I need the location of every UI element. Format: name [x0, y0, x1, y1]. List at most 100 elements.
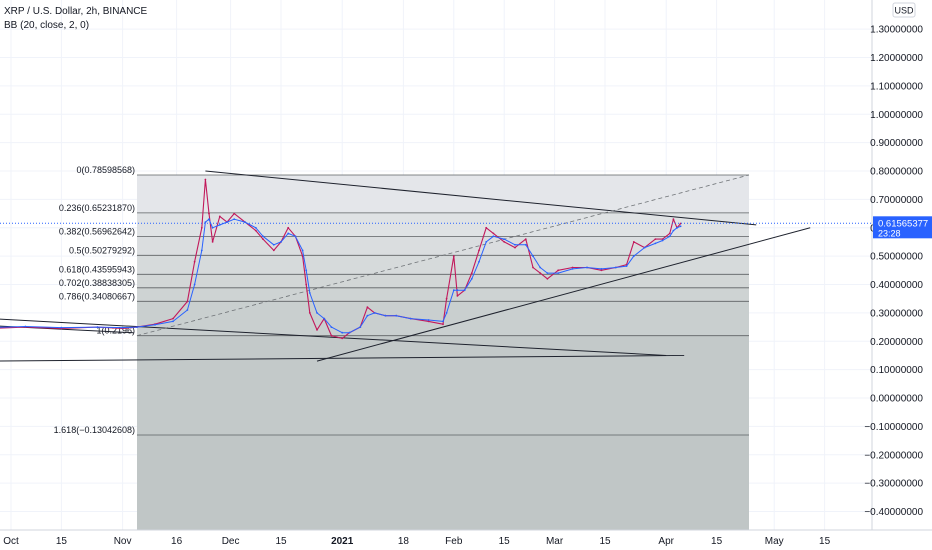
series-1-point-47 [492, 235, 495, 238]
series-1-point-65 [672, 229, 675, 232]
current-price-tag-background [873, 216, 932, 239]
series-0-point-22 [287, 226, 290, 229]
series-0-point-54 [557, 269, 560, 272]
fib-zone-extension [137, 435, 749, 530]
series-1-point-30 [341, 331, 344, 334]
series-1-point-19 [262, 235, 264, 238]
series-1-point-14 [218, 224, 221, 226]
series-0-point-50 [524, 238, 527, 241]
fib-zone-4 [137, 274, 749, 288]
fib-level-label-6: 0.786(0.34080667) [59, 291, 135, 301]
x-tick-label-12: Apr [658, 536, 674, 547]
time-axis[interactable]: Oct 15 Nov 16 Dec 15 2021 18 Feb 15 Mar 15 Apr 15 May 1… [0, 529, 932, 550]
series-1-point-8 [186, 309, 189, 311]
trendline-2[interactable] [0, 318, 667, 356]
series-0-point-27 [316, 329, 318, 331]
series-1-point-24 [301, 249, 304, 252]
currency-button-frame[interactable] [892, 2, 916, 18]
x-tick-label-8: Feb [445, 536, 463, 547]
series-0-point-41 [452, 255, 455, 257]
x-tick-label-13: 15 [711, 536, 723, 547]
series-0-point-64 [668, 232, 671, 235]
series-0-point-11 [204, 178, 207, 181]
series-0-point-10 [200, 226, 203, 229]
series-1-point-31 [348, 331, 351, 334]
series-1-point-37 [409, 317, 412, 320]
y-tick-label-5: 0.80000000 [870, 167, 923, 178]
legend-indicator[interactable]: BB (20, close, 2, 0) [4, 20, 89, 31]
y-tick-label-16: −0.30000000 [864, 479, 923, 490]
series-0-point-7 [172, 317, 174, 320]
series-1-point-50 [524, 243, 527, 246]
series-0-point-33 [366, 306, 369, 309]
x-tick-label-1: 15 [56, 536, 68, 547]
trendlines[interactable] [0, 170, 811, 362]
price-axis[interactable]: 1.30000000 1.20000000 1.10000000 1.00000000… [864, 0, 932, 550]
series-1-point-4 [121, 326, 124, 329]
fib-trend-dashed-line[interactable] [136, 174, 750, 337]
x-tick-label-3: 16 [171, 536, 183, 547]
series-0-point-47 [492, 232, 495, 235]
series-1-point-49 [514, 243, 516, 246]
series-0-point-45 [478, 249, 480, 252]
series-1-point-18 [254, 226, 257, 229]
series-0-point-46 [485, 226, 488, 229]
current-price-tag: 0.61565377 23:28 [873, 216, 932, 239]
series-1-point-1 [24, 325, 27, 328]
fib-level-label-4: 0.618(0.43595943) [59, 264, 135, 274]
series-1-point-13 [211, 226, 214, 229]
series-0-point-8 [186, 300, 189, 303]
series-1-point-46 [485, 241, 488, 243]
fib-zone-6 [137, 301, 749, 336]
y-tick-label-17: −0.40000000 [864, 507, 923, 518]
y-tick-label-6: 0.70000000 [870, 195, 923, 206]
series-1-point-39 [442, 320, 444, 323]
x-tick-label-9: 15 [499, 536, 511, 547]
series-1-point-16 [233, 218, 236, 221]
fib-level-label-1: 0.236(0.65231870) [59, 203, 135, 213]
series-1-point-7 [172, 320, 174, 323]
series-0-point-20 [272, 249, 275, 252]
x-tick-label-6: 2021 [331, 536, 354, 547]
legend-symbol[interactable]: XRP / U.S. Dollar, 2h, BINANCE [4, 6, 148, 17]
series-1-point-5 [136, 326, 138, 328]
x-tick-label-5: 15 [275, 536, 287, 547]
series-1-point-22 [287, 232, 290, 235]
x-tick-label-10: Mar [546, 536, 564, 547]
fib-level-label-3: 0.5(0.50279292) [69, 245, 135, 255]
price-series [0, 178, 682, 340]
y-tick-label-0: 1.30000000 [870, 25, 923, 36]
trendline-0[interactable] [205, 170, 757, 226]
series-1-point-12 [208, 218, 210, 221]
series-0-point-60 [632, 241, 635, 243]
series-0-point-12 [208, 212, 210, 215]
series-1-point-17 [244, 221, 246, 224]
y-tick-label-9: 0.40000000 [870, 280, 923, 291]
series-0-point-19 [262, 238, 264, 241]
x-tick-label-15: 15 [819, 536, 831, 547]
series-0-point-63 [661, 238, 664, 241]
series-1-point-57 [600, 268, 603, 270]
series-0-point-62 [654, 238, 657, 241]
y-tick-label-2: 1.10000000 [870, 81, 923, 92]
fib-zone-1 [137, 212, 749, 237]
currency-button[interactable]: USD [894, 6, 914, 16]
series-0-point-42 [456, 295, 459, 297]
trendline-1[interactable] [316, 227, 811, 362]
trendline-3[interactable] [0, 354, 685, 362]
series-0-point-52 [539, 272, 542, 274]
series-1-point-66 [676, 226, 678, 229]
fib-level-label-0: 0(0.78598568) [76, 165, 135, 175]
series-0-point-51 [532, 266, 534, 269]
series-1-point-52 [539, 266, 542, 269]
fib-zone-3 [137, 255, 749, 275]
series-0-point-14 [218, 215, 221, 218]
current-price-label: 0.61565377 [878, 218, 928, 229]
fibonacci-retracement[interactable]: 0(0.78598568) 0.236(0.65231870) 0.382(0.56… [54, 165, 749, 530]
series-1-point-20 [272, 243, 275, 246]
series-1-point-54 [557, 272, 560, 274]
series-1-point-21 [280, 241, 282, 243]
series-0-point-44 [470, 272, 473, 274]
